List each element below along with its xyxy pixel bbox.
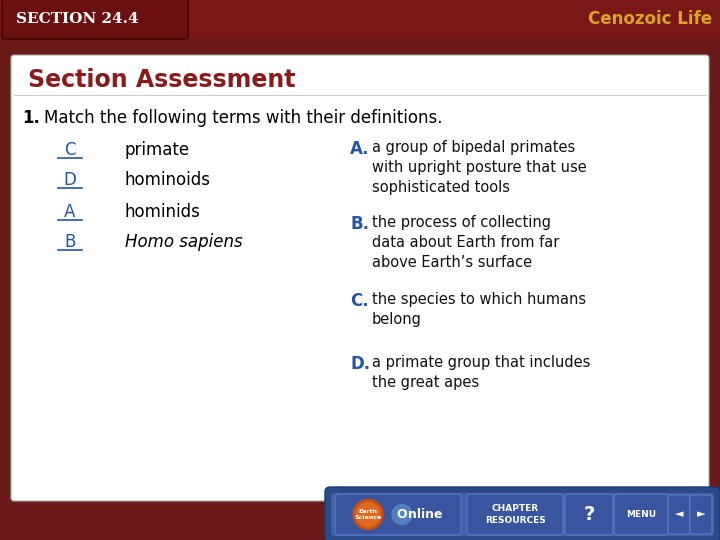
Text: Homo sapiens: Homo sapiens [125, 233, 243, 251]
Text: ◄: ◄ [675, 510, 683, 519]
Circle shape [356, 503, 380, 526]
Text: B: B [64, 233, 76, 251]
FancyBboxPatch shape [668, 495, 690, 534]
Text: C.: C. [350, 292, 369, 310]
Text: O: O [397, 508, 408, 521]
Text: SECTION 24.4: SECTION 24.4 [16, 12, 139, 26]
FancyBboxPatch shape [467, 494, 563, 535]
FancyBboxPatch shape [325, 487, 720, 540]
Text: hominids: hominids [125, 203, 201, 221]
Text: the species to which humans
belong: the species to which humans belong [372, 292, 586, 327]
Text: CHAPTER
RESOURCES: CHAPTER RESOURCES [485, 504, 545, 524]
Circle shape [353, 500, 383, 530]
FancyBboxPatch shape [565, 494, 613, 535]
FancyBboxPatch shape [335, 494, 461, 535]
Text: 1.: 1. [22, 109, 40, 127]
Text: MENU: MENU [626, 510, 656, 519]
Text: A: A [64, 203, 76, 221]
Bar [0, 0, 720, 38]
Text: A.: A. [350, 140, 369, 158]
Text: Section Assessment: Section Assessment [28, 68, 295, 92]
Text: a group of bipedal primates
with upright posture that use
sophisticated tools: a group of bipedal primates with upright… [372, 140, 587, 194]
Text: B.: B. [350, 215, 369, 233]
Text: Match the following terms with their definitions.: Match the following terms with their def… [44, 109, 443, 127]
Text: hominoids: hominoids [125, 171, 211, 189]
Text: D: D [63, 171, 76, 189]
Text: C: C [64, 141, 76, 159]
Text: ►: ► [697, 510, 706, 519]
Text: the process of collecting
data about Earth from far
above Earth’s surface: the process of collecting data about Ear… [372, 215, 559, 269]
Text: Earth
Science: Earth Science [354, 509, 382, 520]
Text: nline: nline [408, 508, 442, 521]
FancyBboxPatch shape [331, 493, 714, 536]
Text: a primate group that includes
the great apes: a primate group that includes the great … [372, 355, 590, 390]
Text: Cenozoic Life: Cenozoic Life [588, 10, 712, 28]
FancyBboxPatch shape [690, 495, 712, 534]
Text: primate: primate [125, 141, 190, 159]
Circle shape [392, 504, 412, 524]
FancyBboxPatch shape [2, 0, 188, 39]
Text: ?: ? [583, 505, 595, 524]
Text: D.: D. [350, 355, 370, 373]
FancyBboxPatch shape [614, 494, 668, 535]
FancyBboxPatch shape [11, 55, 709, 501]
